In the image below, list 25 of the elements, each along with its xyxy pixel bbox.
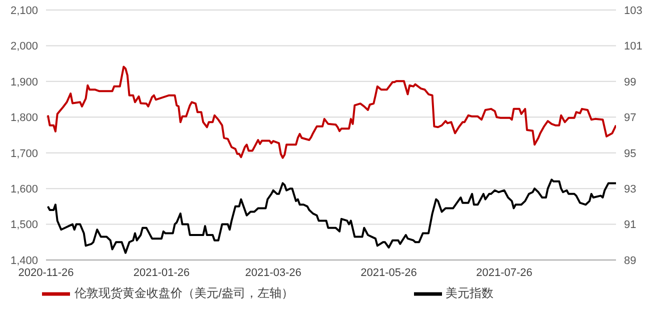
y2-tick-label: 103 xyxy=(624,4,642,17)
y-tick-label: 1,800 xyxy=(10,112,38,124)
y-tick-label: 1,400 xyxy=(10,254,38,267)
y-tick-label: 1,600 xyxy=(10,183,38,196)
y-tick-label: 1,500 xyxy=(10,219,38,232)
legend-label: 美元指数 xyxy=(446,286,494,300)
y-tick-label: 1,900 xyxy=(10,76,38,88)
y2-tick-label: 99 xyxy=(624,76,636,88)
y-tick-label: 2,000 xyxy=(10,40,38,53)
legend-label: 伦敦现货黄金收盘价（美元/盎司，左轴） xyxy=(74,286,294,300)
x-tick-label: 2021-01-26 xyxy=(133,266,190,279)
y2-tick-label: 95 xyxy=(624,148,636,160)
x-tick-label: 2020-11-26 xyxy=(18,266,74,279)
x-tick-label: 2021-05-26 xyxy=(360,266,417,279)
x-tick-label: 2021-03-26 xyxy=(245,266,302,279)
line-series xyxy=(46,66,616,159)
line-series xyxy=(46,178,616,254)
y-tick-label: 2,100 xyxy=(10,4,38,17)
y2-tick-label: 89 xyxy=(624,254,636,267)
y2-tick-label: 91 xyxy=(624,219,636,232)
y2-tick-label: 101 xyxy=(624,40,642,53)
y2-tick-label: 93 xyxy=(624,183,636,196)
y2-tick-label: 97 xyxy=(624,112,636,124)
x-tick-label: 2021-07-26 xyxy=(476,266,532,279)
y-tick-label: 1,700 xyxy=(10,148,38,160)
